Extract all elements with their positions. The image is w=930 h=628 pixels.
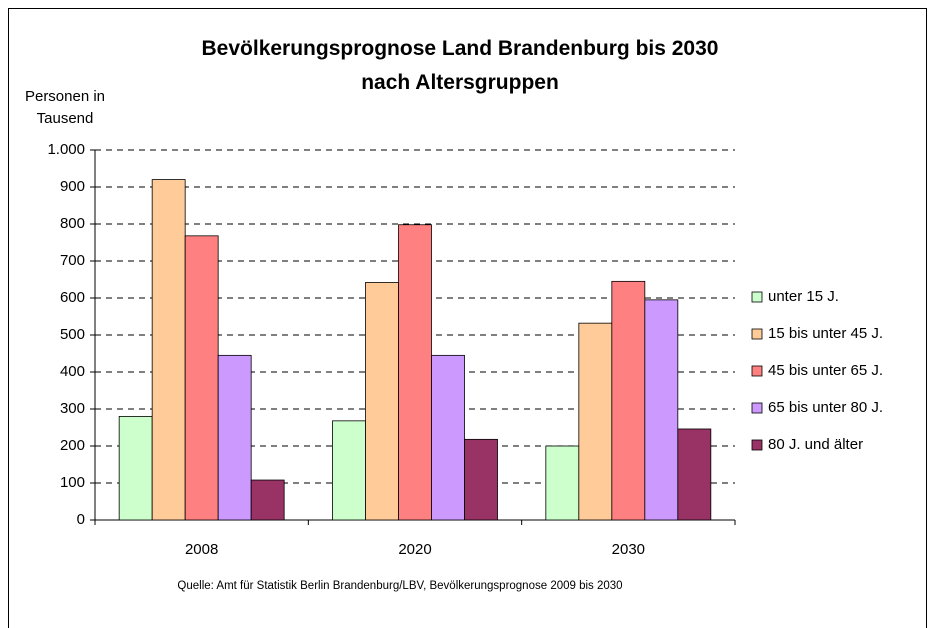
y-tick-label: 500 xyxy=(60,326,85,343)
bar xyxy=(118,415,153,521)
frame xyxy=(8,8,927,628)
bar xyxy=(545,445,580,521)
legend-label: 65 bis unter 80 J. xyxy=(768,399,883,416)
y-tick-label: 900 xyxy=(60,178,85,195)
chart-title: Bevölkerungsprognose Land Brandenburg bi… xyxy=(201,37,719,94)
x-tick-label: 2008 xyxy=(185,541,218,558)
legend-label: 15 bis unter 45 J. xyxy=(768,325,883,342)
bar xyxy=(464,438,498,521)
legend-label: 45 bis unter 65 J. xyxy=(768,362,883,379)
bar xyxy=(332,420,366,521)
y-axis-label: Personen in Tausend xyxy=(24,88,106,127)
bar xyxy=(398,224,432,521)
bar xyxy=(250,479,285,521)
source-note: Quelle: Amt für Statistik Berlin Branden… xyxy=(177,580,623,592)
y-tick-label: 800 xyxy=(60,215,85,232)
legend-swatch xyxy=(751,439,763,451)
legend-label: 80 J. und älter xyxy=(768,436,863,453)
legend-swatch xyxy=(751,328,763,340)
y-tick-label: 0 xyxy=(77,511,85,528)
legend-swatch xyxy=(751,365,763,377)
y-tick-label: 1.000 xyxy=(47,141,85,158)
y-tick-label: 700 xyxy=(60,252,85,269)
x-tick-label: 2020 xyxy=(398,541,431,558)
bar xyxy=(578,322,613,521)
bar xyxy=(151,179,186,521)
y-tick-label: 600 xyxy=(60,289,85,306)
bar xyxy=(184,235,219,521)
bar xyxy=(217,354,252,521)
legend-swatch xyxy=(751,291,763,303)
y-tick-label: 300 xyxy=(60,400,85,417)
bar xyxy=(431,354,465,521)
y-tick-label: 200 xyxy=(60,437,85,454)
bar xyxy=(644,299,679,521)
y-tick-label: 100 xyxy=(60,474,85,491)
bar xyxy=(677,428,712,521)
bar xyxy=(365,282,399,521)
legend-label: unter 15 J. xyxy=(768,288,839,305)
legend-swatch xyxy=(751,402,763,414)
y-tick-label: 400 xyxy=(60,363,85,380)
bar xyxy=(611,280,646,521)
x-tick-label: 2030 xyxy=(612,541,645,558)
